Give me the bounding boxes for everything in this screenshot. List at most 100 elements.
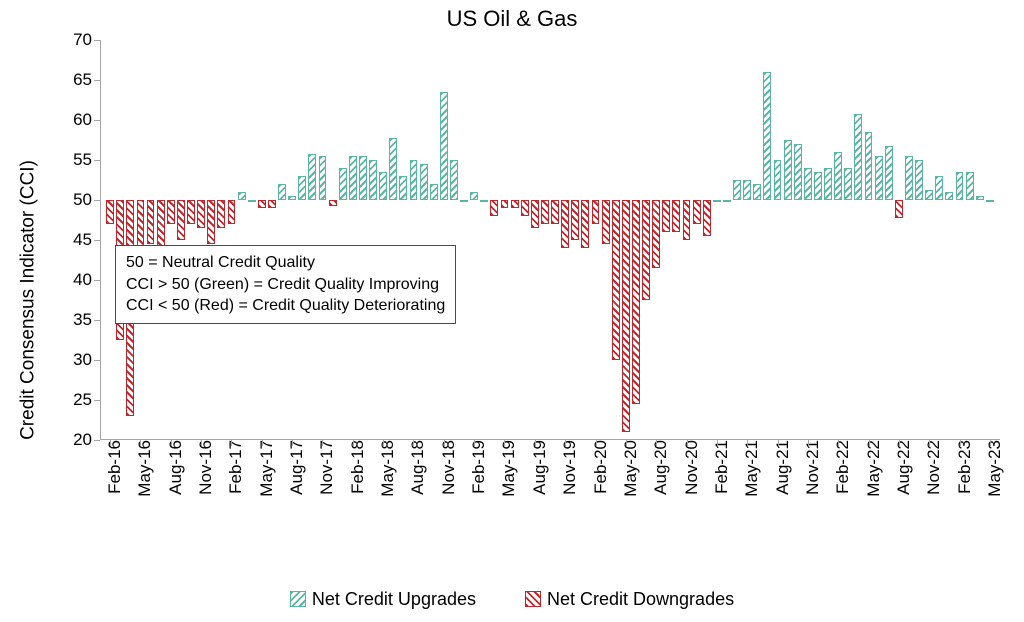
x-tick-mark bbox=[565, 440, 566, 446]
bar-upgrade bbox=[420, 164, 428, 200]
bar-downgrade bbox=[258, 200, 266, 208]
bar-upgrade bbox=[834, 152, 842, 200]
y-tick-mark bbox=[94, 120, 100, 121]
bar-downgrade bbox=[622, 200, 630, 432]
bar-upgrade bbox=[804, 168, 812, 200]
bar-upgrade bbox=[956, 172, 964, 200]
annotation-box: 50 = Neutral Credit QualityCCI > 50 (Gre… bbox=[115, 245, 456, 324]
x-tick-label: Feb-19 bbox=[469, 440, 489, 494]
x-tick-mark bbox=[717, 440, 718, 446]
x-tick-label: Feb-18 bbox=[348, 440, 368, 494]
bar-downgrade bbox=[642, 200, 650, 300]
bar-upgrade bbox=[875, 156, 883, 200]
x-tick-label: Feb-21 bbox=[712, 440, 732, 494]
bar-upgrade bbox=[784, 140, 792, 200]
bar-upgrade bbox=[935, 176, 943, 200]
bar-upgrade bbox=[814, 172, 822, 200]
x-tick-mark bbox=[838, 440, 839, 446]
x-tick-label: Nov-17 bbox=[317, 440, 337, 495]
x-tick-label: May-16 bbox=[135, 440, 155, 497]
x-tick-mark bbox=[413, 440, 414, 446]
x-tick-mark bbox=[140, 440, 141, 446]
x-tick-mark bbox=[990, 440, 991, 446]
x-tick-label: May-19 bbox=[499, 440, 519, 497]
bar-upgrade bbox=[753, 184, 761, 200]
bar-upgrade bbox=[844, 168, 852, 200]
x-tick-label: May-23 bbox=[985, 440, 1005, 497]
bar-downgrade bbox=[581, 200, 589, 248]
bar-upgrade bbox=[885, 146, 893, 200]
bar-downgrade bbox=[895, 200, 903, 218]
bar-upgrade bbox=[238, 192, 246, 200]
x-tick-mark bbox=[535, 440, 536, 446]
bar-downgrade bbox=[268, 200, 276, 208]
bar-upgrade bbox=[763, 72, 771, 200]
bar-upgrade bbox=[966, 172, 974, 200]
y-tick-mark bbox=[94, 440, 100, 441]
y-tick-mark bbox=[94, 360, 100, 361]
x-tick-mark bbox=[383, 440, 384, 446]
bar-upgrade bbox=[824, 168, 832, 200]
bar-downgrade bbox=[703, 200, 711, 236]
x-tick-mark bbox=[171, 440, 172, 446]
bar-upgrade bbox=[865, 132, 873, 200]
bar-downgrade bbox=[612, 200, 620, 360]
bar-upgrade bbox=[915, 160, 923, 200]
x-tick-label: Feb-23 bbox=[955, 440, 975, 494]
bar-downgrade bbox=[531, 200, 539, 228]
x-tick-label: Nov-20 bbox=[682, 440, 702, 495]
bar-upgrade bbox=[430, 184, 438, 200]
x-tick-label: Aug-22 bbox=[894, 440, 914, 495]
bar-upgrade bbox=[288, 196, 296, 200]
bar-downgrade bbox=[561, 200, 569, 248]
bar-downgrade bbox=[187, 200, 195, 224]
legend: Net Credit Upgrades Net Credit Downgrade… bbox=[0, 589, 1024, 613]
bar-upgrade bbox=[905, 156, 913, 200]
bar-downgrade bbox=[490, 200, 498, 216]
bar-downgrade bbox=[602, 200, 610, 244]
x-tick-label: Aug-20 bbox=[651, 440, 671, 495]
bar-upgrade bbox=[794, 144, 802, 200]
bar-downgrade bbox=[541, 200, 549, 224]
x-tick-mark bbox=[322, 440, 323, 446]
legend-swatch-upgrades bbox=[290, 591, 306, 607]
bar-downgrade bbox=[683, 200, 691, 240]
x-tick-mark bbox=[262, 440, 263, 446]
y-axis-line bbox=[100, 40, 101, 440]
x-tick-label: Nov-18 bbox=[439, 440, 459, 495]
x-tick-mark bbox=[474, 440, 475, 446]
bar-downgrade bbox=[551, 200, 559, 224]
y-tick-mark bbox=[94, 40, 100, 41]
x-tick-mark bbox=[778, 440, 779, 446]
x-tick-mark bbox=[110, 440, 111, 446]
x-tick-mark bbox=[353, 440, 354, 446]
bar-upgrade bbox=[470, 192, 478, 200]
bar-downgrade bbox=[147, 200, 155, 244]
x-tick-mark bbox=[929, 440, 930, 446]
bar-upgrade bbox=[460, 200, 468, 202]
bar-downgrade bbox=[632, 200, 640, 404]
legend-label-downgrades: Net Credit Downgrades bbox=[547, 589, 734, 610]
plot-area: 2025303540455055606570Feb-16May-16Aug-16… bbox=[100, 40, 1000, 440]
x-tick-mark bbox=[231, 440, 232, 446]
bar-downgrade bbox=[501, 200, 509, 208]
x-tick-label: Feb-17 bbox=[226, 440, 246, 494]
x-tick-mark bbox=[201, 440, 202, 446]
y-tick-mark bbox=[94, 280, 100, 281]
bar-upgrade bbox=[379, 172, 387, 200]
bar-downgrade bbox=[177, 200, 185, 240]
bar-downgrade bbox=[167, 200, 175, 224]
x-tick-mark bbox=[747, 440, 748, 446]
bar-upgrade bbox=[389, 138, 397, 200]
bar-downgrade bbox=[106, 200, 114, 224]
y-tick-mark bbox=[94, 240, 100, 241]
legend-item-downgrades: Net Credit Downgrades bbox=[525, 589, 734, 610]
bar-downgrade bbox=[521, 200, 529, 216]
bar-upgrade bbox=[733, 180, 741, 200]
x-tick-mark bbox=[444, 440, 445, 446]
x-tick-label: Aug-17 bbox=[287, 440, 307, 495]
bar-downgrade bbox=[228, 200, 236, 224]
x-tick-label: Aug-19 bbox=[530, 440, 550, 495]
legend-swatch-downgrades bbox=[525, 591, 541, 607]
bar-upgrade bbox=[480, 200, 488, 202]
